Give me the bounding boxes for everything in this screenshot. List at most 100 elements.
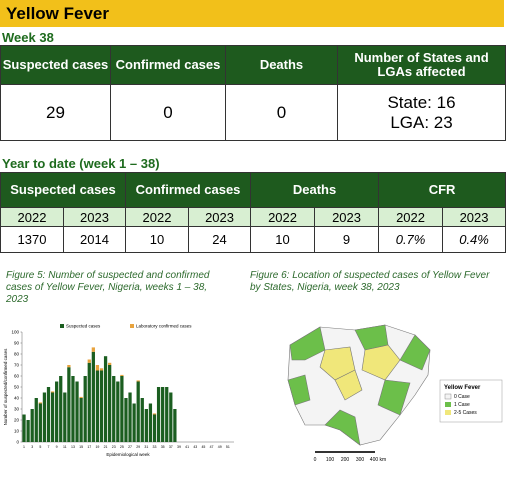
bar: [132, 403, 136, 442]
scale-label: 400 km: [370, 457, 386, 463]
bar: [87, 362, 91, 442]
x-tick-label: 51: [226, 445, 230, 449]
bar: [112, 376, 116, 442]
legend-label: 1 Case: [454, 402, 470, 408]
bar: [169, 392, 173, 442]
year-cell: 2022: [378, 207, 444, 227]
year-cell: 2023: [314, 207, 380, 227]
legend-title: Yellow Fever: [444, 385, 481, 391]
bar: [79, 398, 83, 442]
bar: [99, 368, 104, 371]
value-cell: 24: [188, 226, 252, 253]
x-tick-label: 33: [153, 445, 157, 449]
region: [377, 379, 411, 416]
value-cell: 10: [250, 226, 316, 253]
bar: [165, 387, 169, 442]
x-tick-label: 43: [193, 445, 197, 449]
bar: [91, 347, 95, 352]
x-tick-label: 29: [136, 445, 140, 449]
x-tick-label: 13: [71, 445, 75, 449]
header-cell: Number of States and LGAs affected: [337, 45, 506, 85]
header-cell: Deaths: [250, 172, 380, 208]
value-cell: 0.7%: [378, 226, 444, 253]
scale-bar: [315, 451, 375, 453]
year-cell: 2023: [188, 207, 252, 227]
y-tick-label: 20: [14, 418, 20, 423]
year-cell: 2023: [442, 207, 507, 227]
ytd-table: Suspected cases Confirmed cases Deaths C…: [0, 172, 507, 253]
y-tick-label: 30: [14, 407, 20, 412]
x-tick-label: 3: [31, 445, 33, 449]
value-cell: State: 16 LGA: 23: [337, 84, 506, 141]
y-axis-label: Number of suspected/confirmed cases: [3, 348, 8, 426]
bar: [95, 365, 100, 371]
x-tick-label: 23: [112, 445, 116, 449]
x-tick-label: 1: [23, 445, 25, 449]
bar: [50, 391, 55, 393]
legend-label: Laboratory confirmed cases: [136, 324, 192, 329]
x-tick-label: 39: [177, 445, 181, 449]
scale-label: 100: [326, 457, 335, 463]
bar: [136, 381, 140, 442]
value-cell: 29: [0, 84, 111, 141]
bar: [99, 370, 104, 442]
bar: [42, 392, 47, 442]
bar: [87, 359, 91, 363]
bar: [67, 367, 71, 442]
bar: [38, 402, 42, 404]
region: [334, 369, 363, 401]
legend-label: Suspected cases: [66, 324, 101, 329]
bar: [75, 381, 79, 442]
bar: [152, 413, 157, 415]
map-regions: [287, 324, 431, 446]
x-tick-label: 41: [185, 445, 189, 449]
header-cell: Suspected cases: [0, 45, 111, 85]
y-tick-label: 90: [14, 341, 20, 346]
region: [399, 334, 431, 371]
bar: [152, 414, 157, 442]
value-cell: 9: [314, 226, 380, 253]
y-tick-label: 10: [14, 429, 20, 434]
bar: [136, 380, 140, 382]
bar: [26, 420, 30, 442]
bar: [148, 403, 153, 442]
bar: [128, 392, 132, 442]
bar: [46, 387, 51, 442]
x-tick-label: 5: [39, 445, 41, 449]
lgas-count: LGA: 23: [390, 112, 453, 132]
legend-swatch: [445, 410, 451, 415]
value-cell: 0: [110, 84, 226, 141]
map: Yellow Fever 0 Case 1 Case 2-5 Cases 0 1…: [287, 324, 503, 463]
bar-chart: 0 10 20 30 40 50 60 70 80 90 100 Number of suspecte…: [3, 324, 234, 457]
y-tick-label: 50: [14, 385, 20, 390]
bar: [38, 403, 42, 442]
x-tick-label: 35: [161, 445, 165, 449]
figure-caption: Figure 5: Number of suspected and confir…: [6, 270, 210, 305]
header-cell: CFR: [378, 172, 507, 208]
scale-label: 0: [314, 457, 317, 463]
x-tick-label: 31: [144, 445, 148, 449]
bar: [67, 365, 71, 368]
figure-caption: Figure 6: Location of suspected cases of…: [250, 270, 490, 293]
x-tick-label: 11: [63, 445, 67, 449]
header-cell: Deaths: [225, 45, 338, 85]
bar: [95, 370, 100, 442]
value-cell: 10: [125, 226, 190, 253]
legend-swatch: [445, 402, 451, 407]
x-tick-label: 47: [210, 445, 214, 449]
value-cell: 1370: [0, 226, 64, 253]
x-tick-label: 25: [120, 445, 124, 449]
week-table: Suspected cases Confirmed cases Deaths N…: [0, 45, 506, 141]
x-tick-label: 9: [56, 445, 58, 449]
y-tick-label: 60: [14, 374, 20, 379]
y-tick-label: 40: [14, 396, 20, 401]
bar: [50, 392, 55, 442]
region: [289, 326, 326, 361]
region: [324, 409, 361, 446]
region: [361, 344, 401, 381]
bar: [173, 409, 177, 442]
bar: [120, 376, 124, 442]
y-tick-label: 100: [11, 330, 19, 335]
bar: [144, 409, 148, 442]
